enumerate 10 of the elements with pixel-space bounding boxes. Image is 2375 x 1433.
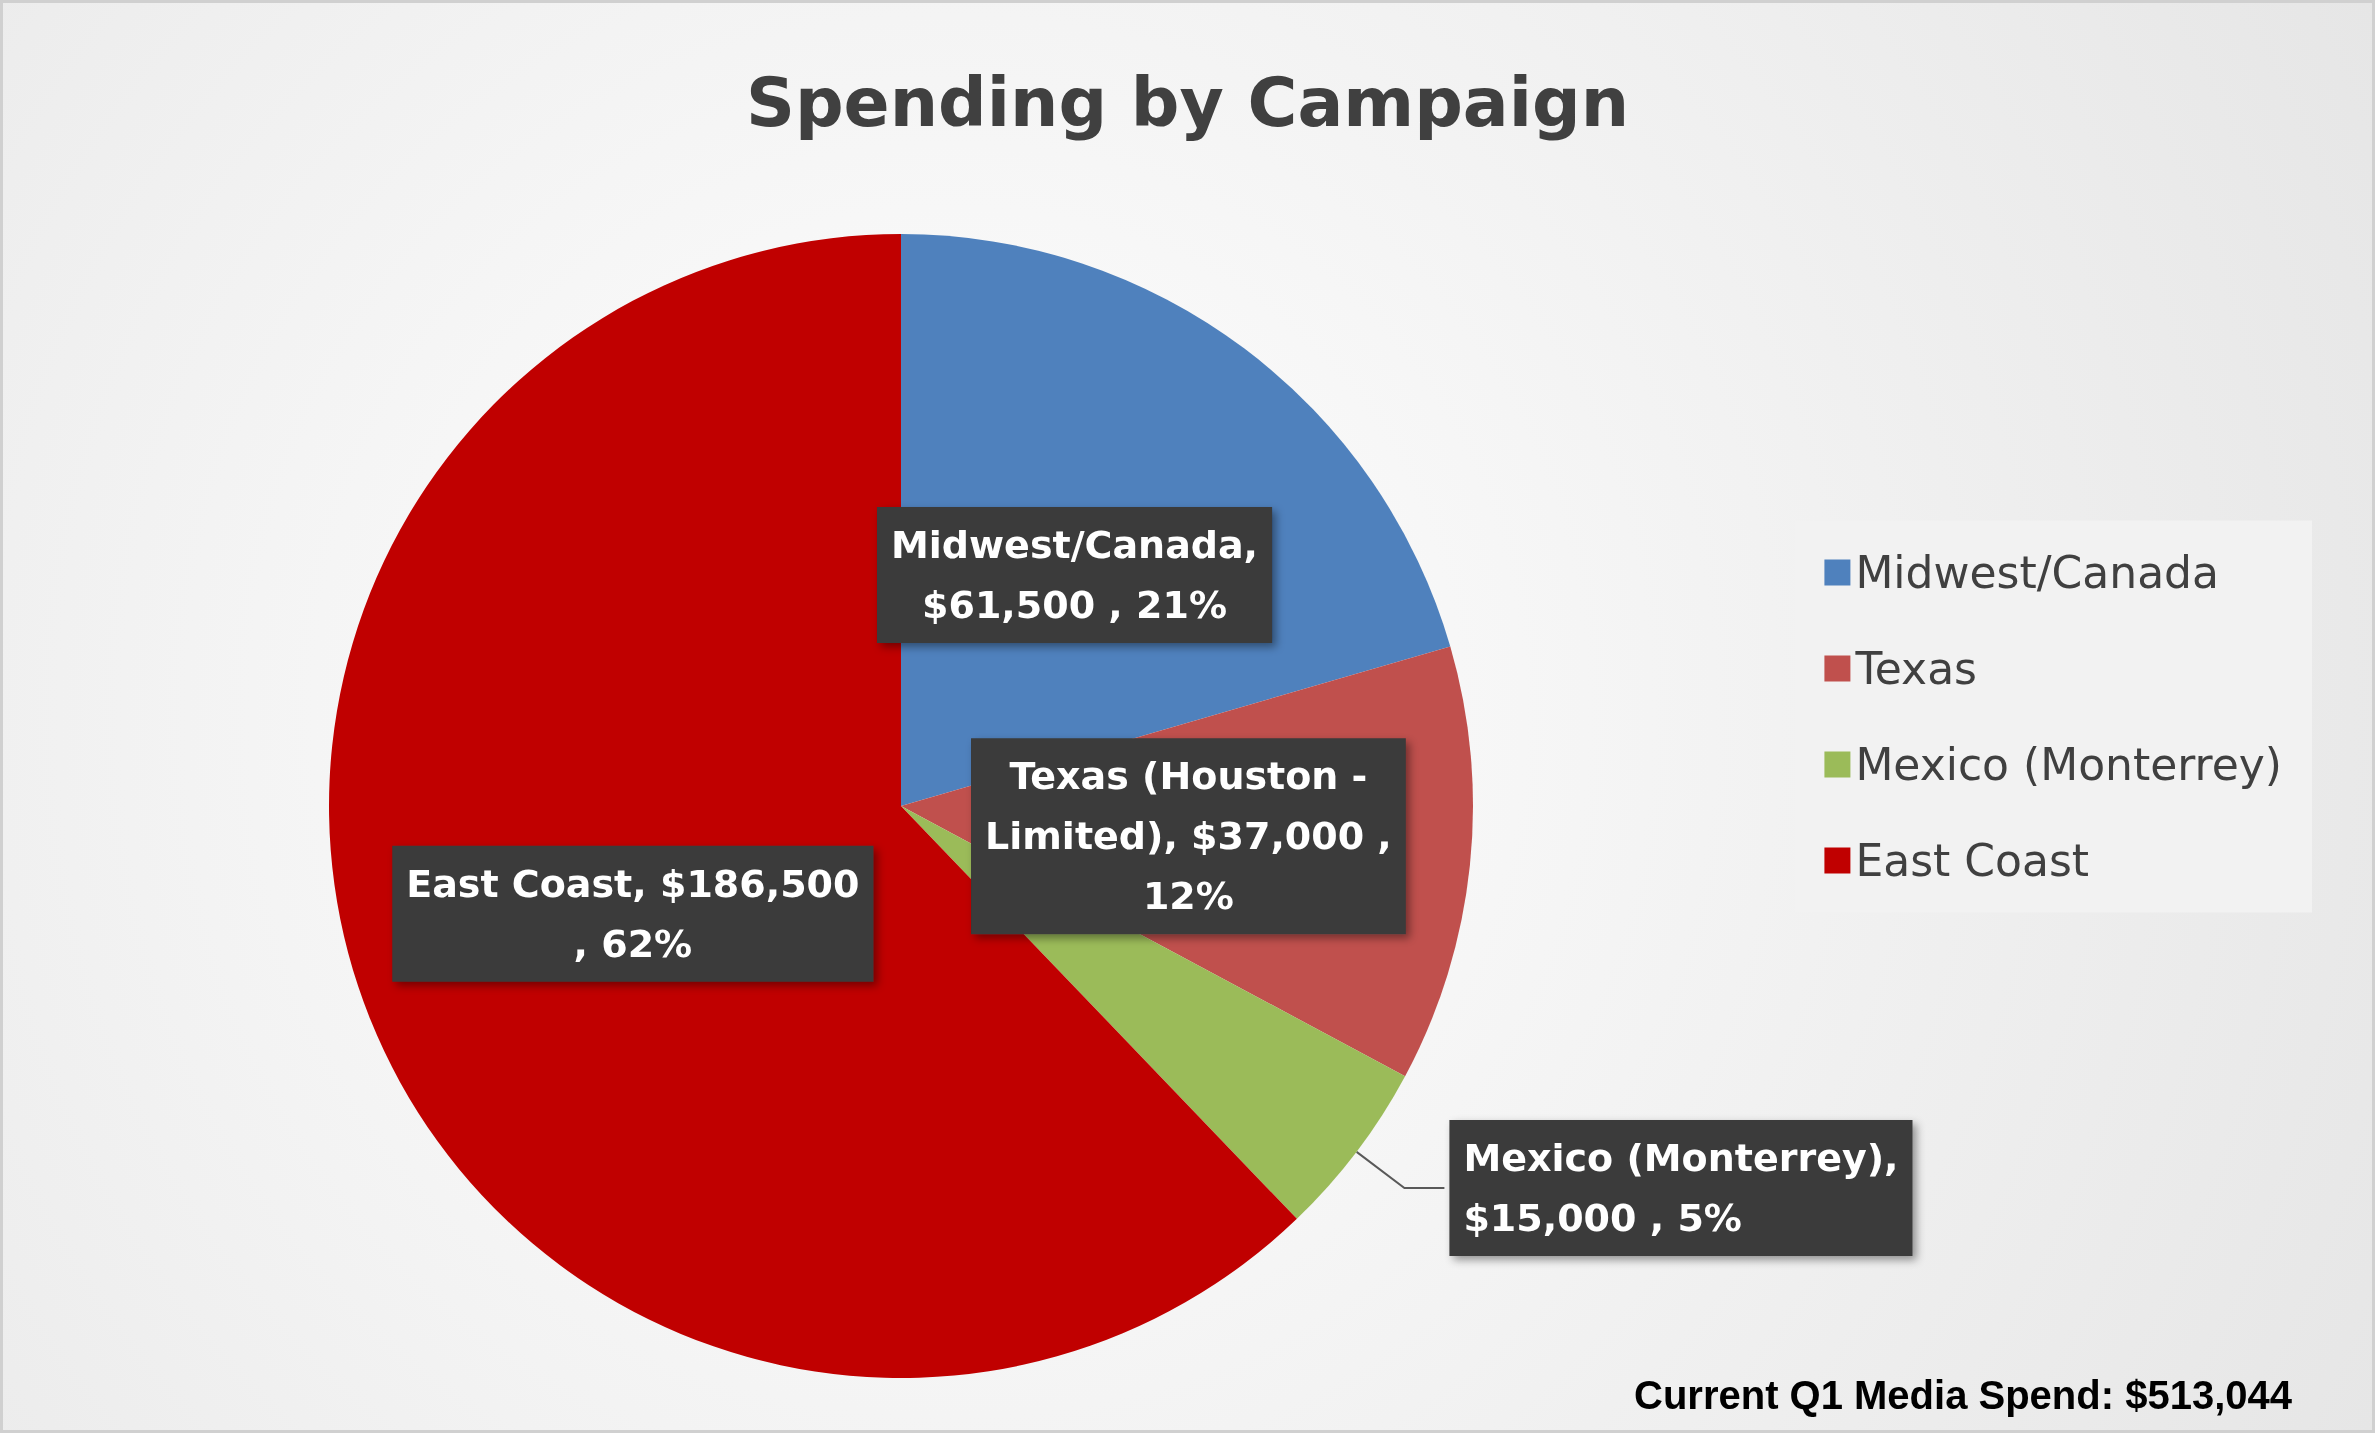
chart-title: Spending by Campaign — [745, 62, 1630, 142]
legend-label: Mexico (Monterrey) — [1855, 739, 2282, 790]
data-label: Midwest/Canada, $61,500 , 21% — [890, 522, 1259, 627]
data-label: East Coast, $186,500 , 62% — [406, 861, 860, 966]
legend-label: Texas — [1854, 643, 1978, 694]
data-label: Texas (Houston - Limited), $37,000 , 12% — [985, 754, 1392, 919]
data-label: Mexico (Monterrey), $15,000 , 5% — [1463, 1136, 1899, 1241]
text: Current Q1 Media Spend: $513,044 — [1633, 1373, 2293, 1417]
legend-label: Midwest/Canada — [1855, 547, 2220, 598]
legend-label: East Coast — [1855, 835, 2090, 886]
